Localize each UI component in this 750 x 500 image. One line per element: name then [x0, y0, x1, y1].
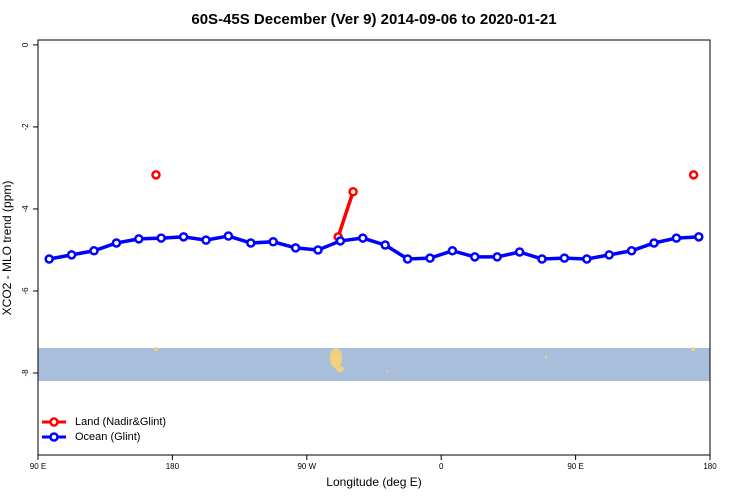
point — [335, 236, 346, 246]
legend-label: Ocean (Glint) — [75, 431, 140, 443]
point — [246, 238, 256, 248]
point — [694, 232, 704, 242]
map-land — [330, 348, 342, 368]
point — [604, 250, 614, 260]
y-tick-label: 0 — [21, 42, 30, 47]
x-axis-label: Longitude (deg E) — [326, 475, 421, 489]
y-tick-label: -4 — [21, 205, 30, 213]
legend-label: Land (Nadir&Glint) — [75, 416, 166, 428]
point — [156, 233, 166, 243]
plot-frame — [37, 39, 711, 456]
point — [425, 253, 435, 263]
y-tick-label: -2 — [21, 123, 30, 131]
point — [671, 233, 682, 243]
point — [402, 254, 413, 264]
point — [492, 252, 502, 262]
x-tick-label: 180 — [166, 462, 180, 471]
point — [151, 170, 161, 180]
point — [649, 238, 659, 248]
x-tick-label: 180 — [703, 462, 717, 471]
point — [348, 186, 358, 197]
y-tick-label: -6 — [21, 287, 30, 295]
chart-title: 60S-45S December (Ver 9) 2014-09-06 to 2… — [191, 11, 556, 28]
x-tick-label: 90 E — [567, 462, 583, 471]
point — [223, 231, 234, 241]
map-land — [154, 347, 158, 351]
point — [290, 243, 301, 253]
point — [537, 254, 547, 264]
point — [89, 246, 99, 256]
point — [626, 246, 637, 256]
point — [44, 254, 54, 264]
legend-marker — [49, 432, 59, 442]
map-land — [386, 370, 388, 372]
point — [313, 245, 323, 255]
point — [582, 254, 592, 264]
point — [358, 233, 368, 243]
point — [201, 235, 211, 245]
point — [514, 247, 525, 257]
point — [111, 238, 122, 248]
map-land — [691, 347, 695, 351]
point — [268, 237, 278, 247]
y-tick-label: -8 — [21, 369, 30, 377]
map-land — [544, 355, 548, 359]
y-axis-label: XCO2 - MLO trend (ppm) — [0, 181, 14, 316]
point — [380, 240, 390, 250]
map-ocean — [38, 348, 710, 381]
map-land — [336, 366, 344, 372]
x-tick-label: 90 W — [297, 462, 316, 471]
point — [178, 232, 189, 242]
point — [134, 234, 144, 244]
point — [688, 170, 699, 180]
point — [470, 252, 480, 262]
point — [66, 250, 77, 260]
point — [559, 253, 570, 263]
legend-marker — [49, 417, 59, 427]
x-tick-label: 90 E — [30, 462, 46, 471]
map-strip — [38, 347, 710, 381]
x-tick-label: 0 — [439, 462, 444, 471]
point — [447, 246, 458, 256]
